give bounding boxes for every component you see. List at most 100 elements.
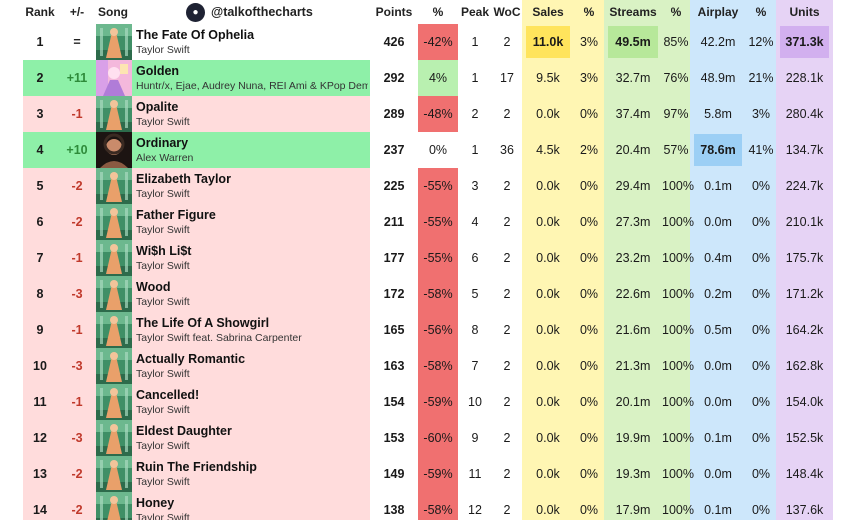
song-info: The Life Of A Showgirl Taylor Swift feat.… bbox=[136, 315, 368, 345]
peak-cell: 5 bbox=[471, 287, 479, 301]
airplay-cell: 0.1m bbox=[704, 503, 732, 517]
change-cell: +10 bbox=[66, 143, 88, 157]
points-pct-cell: 0% bbox=[428, 143, 448, 157]
change-cell: -1 bbox=[71, 395, 83, 409]
airplay-cell: 0.0m bbox=[704, 467, 732, 481]
units-cell: 371.3k bbox=[785, 35, 824, 49]
song-title: Father Figure bbox=[136, 208, 216, 222]
sales-cell: 0.0k bbox=[536, 431, 560, 445]
song-info: Elizabeth Taylor Taylor Swift bbox=[136, 171, 368, 201]
streams-cell: 37.4m bbox=[615, 107, 651, 121]
sales-pct-cell: 0% bbox=[579, 359, 599, 373]
streams-cell: 49.5m bbox=[615, 35, 651, 49]
table-row: 12 -3 Eldest Daughter Taylor Swift 153 -60% 9 2… bbox=[0, 420, 854, 456]
points-cell: 165 bbox=[383, 323, 405, 337]
points-pct-highlight bbox=[418, 384, 458, 420]
cover-art-tlos bbox=[96, 240, 132, 276]
cover-art-image bbox=[96, 204, 132, 240]
sales-pct-cell: 0% bbox=[579, 323, 599, 337]
peak-cell: 10 bbox=[468, 395, 482, 409]
song-info: Ruin The Friendship Taylor Swift bbox=[136, 459, 368, 489]
airplay-cell: 0.4m bbox=[704, 251, 732, 265]
change-cell: -1 bbox=[71, 323, 83, 337]
cover-art-tlos bbox=[96, 492, 132, 520]
streams-cell: 19.9m bbox=[615, 431, 651, 445]
rank-cell: 3 bbox=[36, 107, 44, 121]
points-cell: 177 bbox=[383, 251, 405, 265]
rank-cell: 12 bbox=[33, 431, 47, 445]
cover-art-image bbox=[96, 168, 132, 204]
woc-cell: 2 bbox=[503, 287, 511, 301]
airplay-cell: 0.0m bbox=[704, 395, 732, 409]
peak-cell: 11 bbox=[468, 467, 482, 481]
sales-pct-cell: 2% bbox=[579, 143, 599, 157]
song-info: Eldest Daughter Taylor Swift bbox=[136, 423, 368, 453]
song-info: The Fate Of Ophelia Taylor Swift bbox=[136, 27, 368, 57]
header-streams-pct: % bbox=[670, 5, 682, 19]
airplay-column-band bbox=[690, 0, 746, 520]
streams-pct-cell: 85% bbox=[663, 35, 689, 49]
song-artist: Taylor Swift bbox=[136, 116, 190, 128]
rank-cell: 11 bbox=[33, 395, 47, 409]
table-row: 2 +11 Golden Huntr/x, Ejae, Audrey Nuna, RE… bbox=[0, 60, 854, 96]
change-cell: -2 bbox=[71, 179, 83, 193]
points-cell: 211 bbox=[383, 215, 405, 229]
song-artist: Taylor Swift bbox=[136, 260, 190, 272]
streams-pct-cell: 100% bbox=[662, 431, 694, 445]
units-cell: 152.5k bbox=[785, 431, 824, 445]
airplay-pct-cell: 21% bbox=[748, 71, 774, 85]
points-pct-cell: -59% bbox=[423, 467, 453, 481]
row-highlight bbox=[23, 384, 370, 420]
woc-cell: 36 bbox=[500, 143, 514, 157]
airplay-cell: 78.6m bbox=[700, 143, 736, 157]
streams-cell: 32.7m bbox=[615, 71, 651, 85]
cover-art-ordinary bbox=[96, 132, 132, 168]
points-pct-highlight bbox=[418, 456, 458, 492]
cover-art-tlos bbox=[96, 276, 132, 312]
points-cell: 154 bbox=[383, 395, 405, 409]
row-highlight bbox=[23, 420, 370, 456]
song-info: Opalite Taylor Swift bbox=[136, 99, 368, 129]
airplay-cell: 42.2m bbox=[700, 35, 736, 49]
rank-cell: 14 bbox=[33, 503, 47, 517]
song-title: Elizabeth Taylor bbox=[136, 172, 231, 186]
points-cell: 292 bbox=[383, 71, 405, 85]
song-artist: Taylor Swift bbox=[136, 440, 190, 452]
sales-cell: 4.5k bbox=[536, 143, 560, 157]
airplay-cell: 48.9m bbox=[700, 71, 736, 85]
woc-cell: 17 bbox=[500, 71, 514, 85]
woc-cell: 2 bbox=[503, 503, 511, 517]
sales-pct-cell: 0% bbox=[579, 503, 599, 517]
cover-art-image bbox=[96, 456, 132, 492]
cover-art-tlos bbox=[96, 420, 132, 456]
change-cell: -2 bbox=[71, 503, 83, 517]
airplay-pct-cell: 41% bbox=[748, 143, 774, 157]
header-points-pct: % bbox=[432, 5, 444, 19]
streams-cell: 21.3m bbox=[615, 359, 651, 373]
table-row: 3 -1 Opalite Taylor Swift 289 -48% 2 2 0.0k 0% 37.… bbox=[0, 96, 854, 132]
song-artist: Taylor Swift bbox=[136, 404, 190, 416]
table-row: 11 -1 Cancelled! Taylor Swift 154 -59% 10 2 0.0k… bbox=[0, 384, 854, 420]
change-cell: -2 bbox=[71, 467, 83, 481]
airplay-cell: 0.5m bbox=[704, 323, 732, 337]
cover-art-golden bbox=[96, 60, 132, 96]
sales-pct-cell: 3% bbox=[579, 35, 599, 49]
streams-cell: 19.3m bbox=[615, 467, 651, 481]
airplay-pct-cell: 0% bbox=[751, 431, 771, 445]
sales-pct-cell: 3% bbox=[579, 71, 599, 85]
points-cell: 153 bbox=[383, 431, 405, 445]
song-artist: Taylor Swift bbox=[136, 188, 190, 200]
song-artist: Taylor Swift bbox=[136, 224, 190, 236]
sales-pct-cell: 0% bbox=[579, 467, 599, 481]
woc-cell: 2 bbox=[503, 107, 511, 121]
points-cell: 172 bbox=[383, 287, 405, 301]
airplay-max-highlight bbox=[694, 134, 742, 166]
song-title: Eldest Daughter bbox=[136, 424, 232, 438]
cover-art-tlos bbox=[96, 348, 132, 384]
song-title: The Life Of A Showgirl bbox=[136, 316, 270, 330]
song-title: Honey bbox=[136, 496, 175, 510]
song-artist: Taylor Swift bbox=[136, 476, 190, 488]
airplay-pct-column-band bbox=[746, 0, 776, 520]
rank-cell: 8 bbox=[36, 287, 44, 301]
